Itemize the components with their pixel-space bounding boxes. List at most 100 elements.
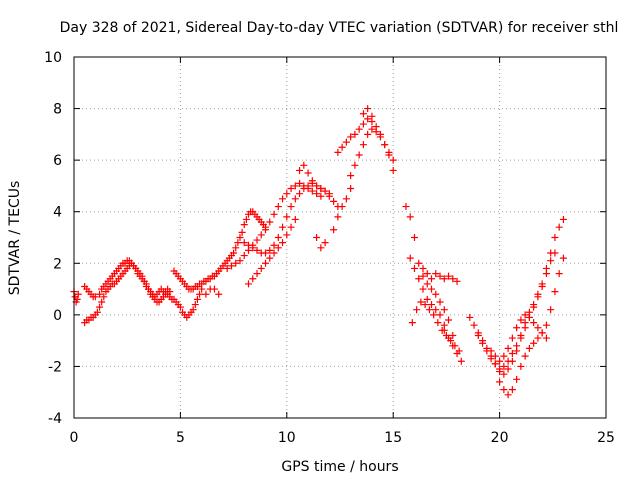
data-point bbox=[342, 195, 350, 203]
data-point bbox=[364, 130, 372, 138]
data-point bbox=[351, 161, 359, 169]
data-point bbox=[406, 254, 414, 262]
data-point bbox=[262, 226, 270, 234]
data-point bbox=[504, 391, 512, 399]
data-point bbox=[517, 362, 525, 370]
data-point bbox=[96, 303, 104, 311]
data-point bbox=[313, 234, 321, 241]
data-point bbox=[500, 386, 508, 394]
data-point bbox=[300, 161, 308, 169]
data-point bbox=[240, 252, 248, 260]
data-point bbox=[419, 285, 427, 293]
data-point bbox=[449, 331, 457, 339]
data-point bbox=[389, 156, 397, 164]
series-track-s bbox=[419, 264, 461, 285]
data-point bbox=[381, 141, 389, 149]
data-point bbox=[413, 306, 421, 314]
data-point bbox=[321, 187, 329, 195]
data-point bbox=[193, 295, 201, 303]
data-point bbox=[538, 282, 546, 290]
data-point bbox=[300, 185, 308, 193]
data-point bbox=[417, 298, 425, 306]
data-point bbox=[279, 223, 287, 231]
data-point bbox=[308, 187, 316, 195]
plot-frame bbox=[73, 56, 607, 419]
data-point bbox=[440, 326, 448, 334]
data-point bbox=[491, 352, 499, 360]
data-point bbox=[551, 234, 559, 241]
series-track-n bbox=[347, 125, 397, 180]
data-point bbox=[436, 298, 444, 306]
data-point bbox=[534, 293, 542, 301]
data-point bbox=[74, 290, 82, 298]
data-point bbox=[368, 112, 376, 120]
data-point bbox=[368, 125, 376, 133]
data-point bbox=[496, 365, 504, 373]
data-point bbox=[517, 334, 525, 342]
axis-ticks: 0 5 10 15 20 25 -4 -2 0 2 4 6 8 10 bbox=[44, 50, 615, 446]
data-point bbox=[436, 272, 444, 280]
data-point bbox=[423, 270, 431, 278]
data-point bbox=[385, 151, 393, 159]
data-point bbox=[287, 223, 295, 231]
data-point bbox=[140, 277, 148, 285]
data-point bbox=[347, 172, 355, 180]
data-point bbox=[359, 141, 367, 149]
y-tick-label: -2 bbox=[48, 359, 62, 375]
data-point bbox=[445, 316, 453, 324]
data-point bbox=[242, 215, 250, 223]
data-point bbox=[266, 254, 274, 262]
data-point bbox=[176, 303, 184, 311]
data-point bbox=[342, 138, 350, 146]
data-point bbox=[283, 231, 291, 239]
data-point bbox=[547, 306, 555, 314]
series-track-m bbox=[334, 115, 397, 164]
data-point bbox=[313, 190, 321, 198]
data-point bbox=[547, 257, 555, 265]
data-point bbox=[227, 262, 235, 270]
data-point bbox=[351, 130, 359, 138]
data-point bbox=[508, 386, 516, 394]
data-point bbox=[445, 272, 453, 280]
data-point bbox=[542, 270, 550, 278]
x-tick-label: 10 bbox=[278, 430, 296, 446]
data-point bbox=[334, 213, 342, 221]
data-point bbox=[279, 239, 287, 247]
data-point bbox=[215, 290, 223, 298]
series-track-l bbox=[330, 185, 355, 234]
data-point bbox=[274, 234, 282, 241]
data-point bbox=[296, 190, 304, 198]
data-point bbox=[428, 285, 436, 293]
data-point bbox=[408, 319, 416, 327]
data-point bbox=[296, 166, 304, 174]
data-point bbox=[440, 275, 448, 283]
data-point bbox=[244, 280, 252, 288]
data-point bbox=[432, 270, 440, 278]
data-point bbox=[364, 115, 372, 123]
data-point bbox=[308, 177, 316, 185]
data-point bbox=[159, 293, 167, 301]
data-point bbox=[274, 203, 282, 211]
data-point bbox=[415, 275, 423, 283]
data-point bbox=[364, 105, 372, 113]
data-point bbox=[287, 185, 295, 193]
data-point bbox=[270, 210, 278, 218]
data-point bbox=[538, 329, 546, 337]
data-series bbox=[70, 105, 567, 399]
data-point bbox=[359, 120, 367, 128]
data-point bbox=[232, 259, 240, 267]
data-point bbox=[257, 231, 265, 239]
data-point bbox=[317, 185, 325, 193]
data-point bbox=[338, 203, 346, 211]
data-point bbox=[223, 264, 231, 272]
data-point bbox=[96, 290, 104, 298]
data-point bbox=[253, 246, 261, 254]
x-tick-label: 0 bbox=[70, 430, 79, 446]
data-point bbox=[521, 324, 529, 332]
data-point bbox=[144, 285, 152, 293]
y-tick-label: 8 bbox=[53, 102, 62, 118]
data-point bbox=[419, 272, 427, 280]
data-point bbox=[517, 316, 525, 324]
data-point bbox=[508, 357, 516, 365]
x-tick-label: 5 bbox=[176, 430, 185, 446]
